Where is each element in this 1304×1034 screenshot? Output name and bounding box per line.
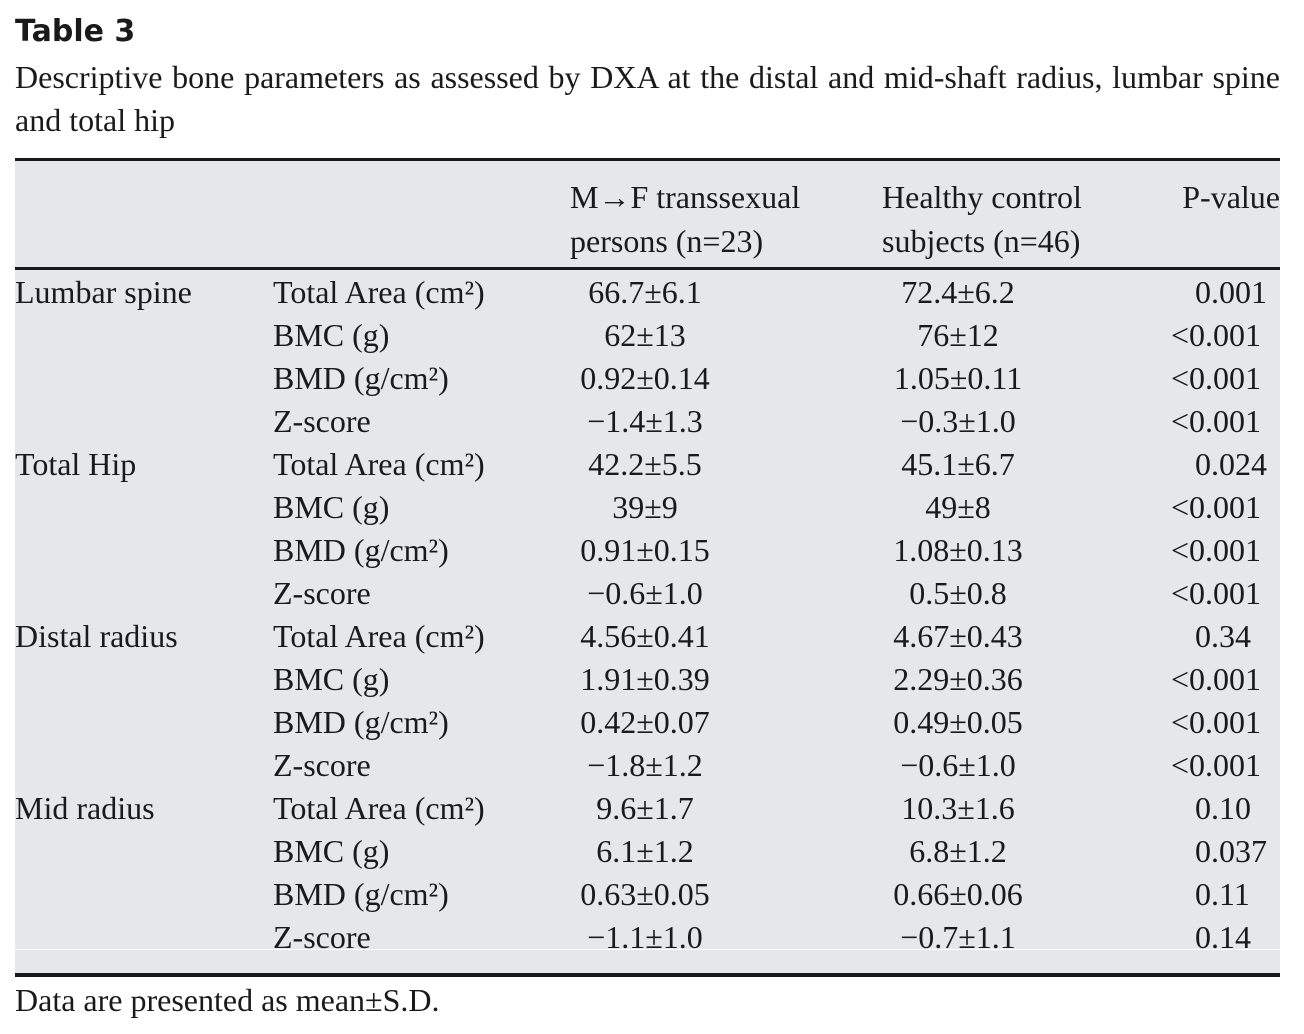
mtf-value: 42.2±5.5 bbox=[588, 446, 702, 482]
p-value: <0.001 bbox=[1171, 403, 1262, 439]
group-label: Total Hip bbox=[15, 446, 137, 482]
mtf-value: −1.1±1.0 bbox=[587, 919, 703, 955]
table-row: Mid radius Total Area (cm²) 9.6±1.7 10.3±1.… bbox=[15, 787, 1280, 830]
mtf-value: 4.56±0.41 bbox=[580, 618, 710, 654]
p-value: <0.001 bbox=[1171, 747, 1262, 783]
p-value: <0.001 bbox=[1171, 575, 1262, 611]
parameter-label: BMD (g/cm²) bbox=[273, 704, 449, 740]
parameter-label: Z-score bbox=[273, 403, 371, 439]
mtf-value: 66.7±6.1 bbox=[588, 274, 702, 310]
control-value: 72.4±6.2 bbox=[901, 274, 1015, 310]
control-value: 4.67±0.43 bbox=[893, 618, 1023, 654]
table-row: BMD (g/cm²) 0.63±0.05 0.66±0.06 0.11 bbox=[15, 873, 1280, 916]
table-row: BMC (g) 62±13 76±12 <0.001 bbox=[15, 314, 1280, 357]
table-footnote: Data are presented as mean±S.D. bbox=[15, 982, 440, 1018]
table-row: Z-score −1.8±1.2 −0.6±1.0 <0.001 bbox=[15, 744, 1280, 787]
mtf-value: 0.92±0.14 bbox=[580, 360, 710, 396]
p-value: 0.11 bbox=[1195, 876, 1250, 912]
mtf-value: −1.8±1.2 bbox=[587, 747, 703, 783]
header-control: Healthy control subjects (n=46) bbox=[882, 175, 1082, 263]
header-p-value: P-value bbox=[1182, 179, 1280, 215]
p-value: <0.001 bbox=[1171, 661, 1262, 697]
table-row: BMD (g/cm²) 0.91±0.15 1.08±0.13 <0.001 bbox=[15, 529, 1280, 572]
mtf-value: 6.1±1.2 bbox=[596, 833, 694, 869]
table-row: Z-score −1.4±1.3 −0.3±1.0 <0.001 bbox=[15, 400, 1280, 443]
parameter-label: Total Area (cm²) bbox=[273, 790, 485, 826]
group-label: Distal radius bbox=[15, 618, 178, 654]
table-header: M→F transsexual persons (n=23) Healthy c… bbox=[15, 161, 1280, 270]
mtf-value: −1.4±1.3 bbox=[587, 403, 703, 439]
mtf-value: 39±9 bbox=[612, 489, 678, 525]
table-row: BMC (g) 39±9 49±8 <0.001 bbox=[15, 486, 1280, 529]
control-value: 0.5±0.8 bbox=[909, 575, 1007, 611]
control-value: 2.29±0.36 bbox=[893, 661, 1023, 697]
parameter-label: Total Area (cm²) bbox=[273, 446, 485, 482]
control-value: 6.8±1.2 bbox=[909, 833, 1007, 869]
p-value: 0.10 bbox=[1195, 790, 1251, 826]
control-value: 0.66±0.06 bbox=[893, 876, 1023, 912]
parameter-label: BMD (g/cm²) bbox=[273, 532, 449, 568]
control-value: 1.05±0.11 bbox=[893, 360, 1023, 396]
p-value: <0.001 bbox=[1171, 360, 1262, 396]
header-control-line2: subjects (n=46) bbox=[882, 223, 1081, 259]
table-title: Table 3 bbox=[15, 14, 136, 49]
p-value: <0.001 bbox=[1171, 489, 1262, 525]
parameter-label: Z-score bbox=[273, 919, 371, 955]
table-row: BMC (g) 6.1±1.2 6.8±1.2 0.037 bbox=[15, 830, 1280, 873]
mtf-value: 0.42±0.07 bbox=[580, 704, 710, 740]
control-value: −0.7±1.1 bbox=[900, 919, 1016, 955]
p-value: <0.001 bbox=[1171, 704, 1262, 740]
control-value: 76±12 bbox=[917, 317, 999, 353]
mtf-value: 0.63±0.05 bbox=[580, 876, 710, 912]
parameter-label: BMC (g) bbox=[273, 489, 390, 525]
p-value: 0.037 bbox=[1195, 833, 1267, 869]
control-value: 0.49±0.05 bbox=[893, 704, 1023, 740]
group-label: Lumbar spine bbox=[15, 274, 192, 310]
group-label: Mid radius bbox=[15, 790, 155, 826]
mtf-value: 9.6±1.7 bbox=[596, 790, 694, 826]
table-row: Lumbar spine Total Area (cm²) 66.7±6.1 72.4… bbox=[15, 271, 1280, 314]
control-value: 45.1±6.7 bbox=[901, 446, 1015, 482]
header-mtf-line1: M→F transsexual bbox=[570, 179, 801, 215]
parameter-label: Z-score bbox=[273, 575, 371, 611]
header-mtf-line2: persons (n=23) bbox=[570, 223, 764, 259]
header-mtf: M→F transsexual persons (n=23) bbox=[570, 175, 800, 263]
table-row: Z-score −0.6±1.0 0.5±0.8 <0.001 bbox=[15, 572, 1280, 615]
parameter-label: BMC (g) bbox=[273, 317, 390, 353]
table-row: Distal radius Total Area (cm²) 4.56±0.41 4.… bbox=[15, 615, 1280, 658]
control-value: 10.3±1.6 bbox=[901, 790, 1015, 826]
parameter-label: BMC (g) bbox=[273, 833, 390, 869]
control-value: 49±8 bbox=[925, 489, 991, 525]
table-row: BMC (g) 1.91±0.39 2.29±0.36 <0.001 bbox=[15, 658, 1280, 701]
p-value: 0.14 bbox=[1195, 919, 1251, 955]
table-row: BMD (g/cm²) 0.92±0.14 1.05±0.11 <0.001 bbox=[15, 357, 1280, 400]
p-value: <0.001 bbox=[1171, 317, 1262, 353]
control-value: −0.6±1.0 bbox=[900, 747, 1016, 783]
mtf-value: 62±13 bbox=[604, 317, 686, 353]
p-value: <0.001 bbox=[1171, 532, 1262, 568]
control-value: −0.3±1.0 bbox=[900, 403, 1016, 439]
mtf-value: −0.6±1.0 bbox=[587, 575, 703, 611]
table-row: Total Hip Total Area (cm²) 42.2±5.5 45.1±6.… bbox=[15, 443, 1280, 486]
parameter-label: BMD (g/cm²) bbox=[273, 876, 449, 912]
p-value: 0.34 bbox=[1195, 618, 1251, 654]
table-caption: Descriptive bone parameters as assessed … bbox=[15, 59, 1280, 138]
parameter-label: BMD (g/cm²) bbox=[273, 360, 449, 396]
control-value: 1.08±0.13 bbox=[893, 532, 1023, 568]
parameter-label: BMC (g) bbox=[273, 661, 390, 697]
parameter-label: Total Area (cm²) bbox=[273, 274, 485, 310]
row-divider bbox=[15, 949, 1280, 950]
mtf-value: 0.91±0.15 bbox=[580, 532, 710, 568]
parameter-label: Z-score bbox=[273, 747, 371, 783]
table-row: Z-score −1.1±1.0 −0.7±1.1 0.14 bbox=[15, 916, 1280, 959]
parameter-label: Total Area (cm²) bbox=[273, 618, 485, 654]
table-row: BMD (g/cm²) 0.42±0.07 0.49±0.05 <0.001 bbox=[15, 701, 1280, 744]
p-value: 0.024 bbox=[1195, 446, 1267, 482]
data-table: M→F transsexual persons (n=23) Healthy c… bbox=[15, 158, 1280, 977]
p-value: 0.001 bbox=[1195, 274, 1267, 310]
header-control-line1: Healthy control bbox=[882, 179, 1082, 215]
mtf-value: 1.91±0.39 bbox=[580, 661, 710, 697]
